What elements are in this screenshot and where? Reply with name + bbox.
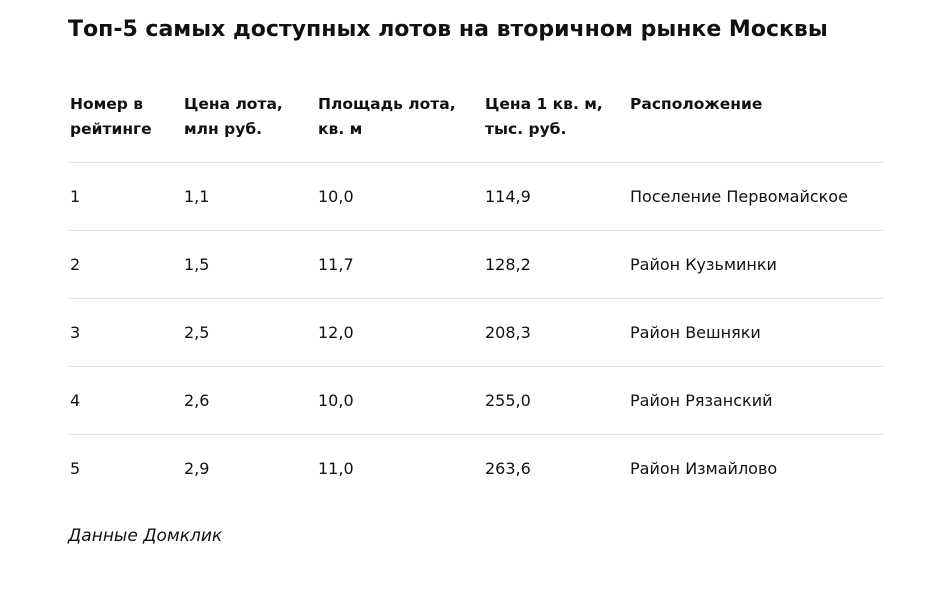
cell: 2 (68, 230, 182, 299)
header-cell: Номер в рейтинге (70, 95, 152, 138)
cell: 2,5 (182, 298, 316, 367)
cell: 263,6 (483, 434, 628, 502)
row: 2 1,5 11,7 128,2 Район Кузьминки (68, 230, 883, 299)
row: 3 2,5 12,0 208,3 Район Вешняки (68, 298, 883, 367)
cell: 4 (68, 366, 182, 435)
header-cell: Площадь лота, кв. м (318, 95, 456, 138)
row: 4 2,6 10,0 255,0 Район Рязанский (68, 366, 883, 435)
cell: 3 (68, 298, 182, 367)
cell: 2,9 (182, 434, 316, 502)
header-row: Номер в рейтинге Цена лота, млн руб. Площа… (68, 84, 883, 163)
cell: 10,0 (316, 162, 483, 231)
cell: 114,9 (483, 162, 628, 231)
cell: Поселение Первомайское (628, 162, 883, 231)
cell: 208,3 (483, 298, 628, 367)
cell: 5 (68, 434, 182, 502)
cell: Район Измайлово (628, 434, 883, 502)
row: 5 2,9 11,0 263,6 Район Измайлово (68, 434, 883, 502)
cell: 1,1 (182, 162, 316, 231)
cell: 128,2 (483, 230, 628, 299)
cell: 1 (68, 162, 182, 231)
row: 1 1,1 10,0 114,9 Поселение Первомайское (68, 162, 883, 231)
title: Топ-5 самых доступных лотов на вторичном… (68, 17, 828, 42)
cell: 1,5 (182, 230, 316, 299)
cell: Район Вешняки (628, 298, 883, 367)
cell: Район Рязанский (628, 366, 883, 435)
cell: 11,7 (316, 230, 483, 299)
header-cell: Цена лота, млн руб. (184, 95, 283, 138)
cell: 2,6 (182, 366, 316, 435)
table: Номер в рейтинге Цена лота, млн руб. Площа… (68, 84, 883, 502)
header-cell: Расположение (630, 95, 763, 113)
source: Данные Домклик (68, 526, 223, 546)
cell: 12,0 (316, 298, 483, 367)
header-cell: Цена 1 кв. м, тыс. руб. (485, 95, 603, 138)
cell: Район Кузьминки (628, 230, 883, 299)
cell: 10,0 (316, 366, 483, 435)
cell: 255,0 (483, 366, 628, 435)
cell: 11,0 (316, 434, 483, 502)
